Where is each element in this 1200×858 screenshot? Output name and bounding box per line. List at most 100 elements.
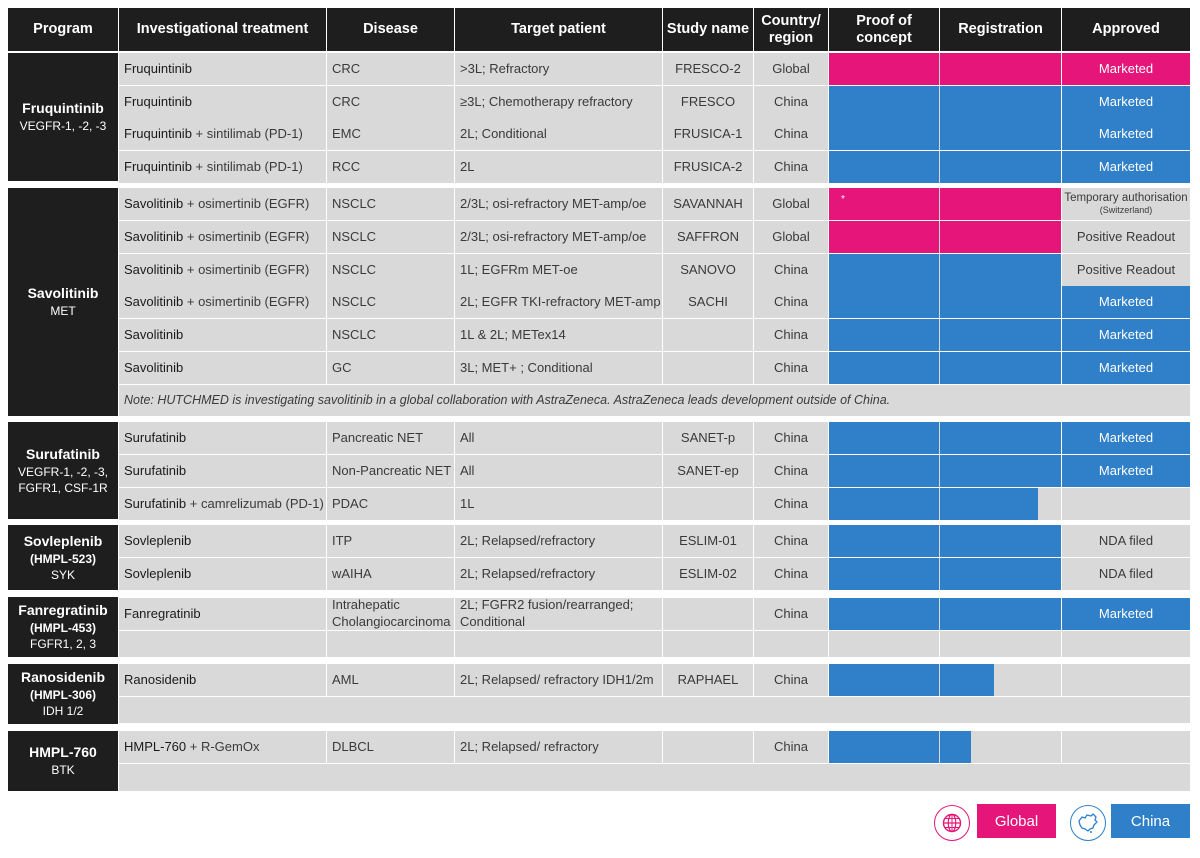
- treatment-cell: Savolitinib + osimertinib (EGFR): [119, 254, 326, 286]
- treatment-cell: Fruquintinib: [119, 86, 326, 118]
- progress-bar-registration: [940, 598, 1061, 630]
- disease-cell: NSCLC: [327, 254, 454, 286]
- legend-china: China: [1111, 804, 1190, 838]
- disease-cell: DLBCL: [327, 731, 454, 763]
- column-divider: [828, 631, 829, 657]
- approved-status: Marketed: [1062, 151, 1190, 183]
- treatment-cell: Savolitinib + osimertinib (EGFR): [119, 188, 326, 220]
- study-name-cell: ESLIM-01: [663, 525, 753, 557]
- approved-label: Positive Readout: [1076, 228, 1176, 244]
- study-name-cell: [663, 319, 753, 351]
- header-target: Target patient: [455, 8, 662, 51]
- progress-bar-poc: [829, 221, 939, 253]
- study-name-cell: [663, 352, 753, 384]
- approved-label: Marketed: [1098, 326, 1154, 342]
- progress-bar-registration: [940, 221, 1061, 253]
- approved-status: Marketed: [1062, 319, 1190, 351]
- program-name: Fanregratinib: [18, 602, 108, 619]
- progress-bar-poc: [829, 352, 939, 384]
- drug-name: Ranosidenib: [124, 671, 197, 687]
- drug-name: Surufatinib: [124, 462, 187, 478]
- disease-cell: GC: [327, 352, 454, 384]
- column-divider: [454, 631, 455, 657]
- drug-name: Savolitinib: [124, 359, 184, 375]
- drug-name: Savolitinib: [124, 228, 184, 244]
- approved-status: Marketed: [1062, 118, 1190, 150]
- treatment-cell: Fruquintinib: [119, 53, 326, 85]
- target-patient-cell: 2/3L; osi-refractory MET-amp/oe: [455, 221, 662, 253]
- disease-cell: Intrahepatic Cholangiocarcinoma: [327, 598, 454, 630]
- disease-cell: NSCLC: [327, 221, 454, 253]
- treatment-cell: Sovleplenib: [119, 558, 326, 590]
- approved-sublabel: (Switzerland): [1099, 205, 1153, 216]
- program-block: Savolitinib MET: [8, 188, 118, 416]
- approved-label: Marketed: [1098, 60, 1154, 76]
- progress-bar-registration: [940, 455, 1061, 487]
- treatment-cell: Fanregratinib: [119, 598, 326, 630]
- header-registration: Registration: [940, 8, 1061, 51]
- program-name: Fruquintinib: [22, 100, 104, 117]
- target-patient-cell: 2L; Conditional: [455, 118, 662, 150]
- progress-bar-poc: [829, 118, 939, 150]
- combination-partner: + osimertinib (EGFR): [183, 261, 310, 277]
- drug-name: Fruquintinib: [124, 158, 192, 174]
- progress-bar-registration: [940, 188, 1061, 220]
- region-cell: China: [754, 598, 828, 630]
- progress-bar-poc: [829, 731, 939, 763]
- drug-name: Surufatinib: [124, 429, 187, 445]
- approved-status: Marketed: [1062, 455, 1190, 487]
- treatment-cell: Fruquintinib + sintilimab (PD-1): [119, 151, 326, 183]
- study-name-cell: [663, 488, 753, 520]
- collaboration-note: Note: HUTCHMED is investigating savoliti…: [119, 385, 1190, 416]
- column-divider: [662, 631, 663, 657]
- progress-bar-registration: [940, 118, 1061, 150]
- column-divider: [939, 631, 940, 657]
- header-disease: Disease: [327, 8, 454, 51]
- target-patient-cell: 2L: [455, 151, 662, 183]
- target-patient-cell: 2/3L; osi-refractory MET-amp/oe: [455, 188, 662, 220]
- disease-cell: NSCLC: [327, 319, 454, 351]
- combination-partner: + osimertinib (EGFR): [183, 228, 310, 244]
- header-region: Country/ region: [754, 8, 828, 51]
- footnote-marker: *: [841, 194, 845, 205]
- disease-cell: NSCLC: [327, 286, 454, 318]
- study-name-cell: FRESCO-2: [663, 53, 753, 85]
- progress-bar-poc: [829, 488, 939, 520]
- target-patient-cell: >3L; Refractory: [455, 53, 662, 85]
- treatment-cell: Savolitinib + osimertinib (EGFR): [119, 286, 326, 318]
- column-divider: [1061, 631, 1062, 657]
- approved-status: Marketed: [1062, 86, 1190, 118]
- drug-name: Fruquintinib: [124, 125, 192, 141]
- disease-cell: wAIHA: [327, 558, 454, 590]
- treatment-cell: Savolitinib + osimertinib (EGFR): [119, 221, 326, 253]
- target-patient-cell: 1L & 2L; METex14: [455, 319, 662, 351]
- disease-cell: CRC: [327, 86, 454, 118]
- disease-cell: RCC: [327, 151, 454, 183]
- treatment-cell: Sovleplenib: [119, 525, 326, 557]
- study-name-cell: [663, 598, 753, 630]
- study-name-cell: SAFFRON: [663, 221, 753, 253]
- treatment-cell: Surufatinib: [119, 455, 326, 487]
- treatment-cell: Fruquintinib + sintilimab (PD-1): [119, 118, 326, 150]
- approved-status: Marketed: [1062, 598, 1190, 630]
- header-program: Program: [8, 8, 118, 51]
- drug-name: Sovleplenib: [124, 532, 192, 548]
- approved-status: NDA filed: [1062, 525, 1190, 557]
- region-cell: China: [754, 151, 828, 183]
- target-patient-cell: 2L; FGFR2 fusion/rearranged; Conditional: [455, 598, 662, 630]
- region-cell: China: [754, 352, 828, 384]
- approved-status: NDA filed: [1062, 558, 1190, 590]
- legend-global: Global: [977, 804, 1056, 838]
- progress-bar-registration: [940, 422, 1061, 454]
- china-map-icon: [1070, 805, 1106, 841]
- progress-bar-poc: [829, 422, 939, 454]
- target-patient-cell: 2L; Relapsed/ refractory IDH1/2m: [455, 664, 662, 696]
- disease-cell: PDAC: [327, 488, 454, 520]
- program-name: Sovleplenib: [23, 532, 103, 549]
- progress-bar-registration: [940, 731, 971, 763]
- study-name-cell: FRUSICA-2: [663, 151, 753, 183]
- approved-status: [1062, 488, 1190, 520]
- region-cell: China: [754, 664, 828, 696]
- drug-name: Fanregratinib: [124, 605, 201, 621]
- treatment-cell: Surufatinib + camrelizumab (PD-1): [119, 488, 326, 520]
